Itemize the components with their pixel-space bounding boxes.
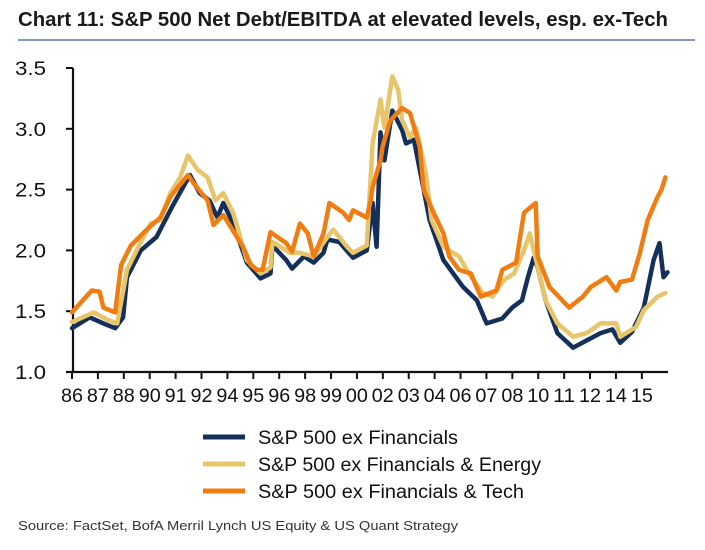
x-tick-label: 08 xyxy=(501,386,523,407)
y-tick-label: 3.5 xyxy=(15,59,46,80)
x-tick-label: 95 xyxy=(242,386,264,407)
chart-title: Chart 11: S&P 500 Net Debt/EBITDA at ele… xyxy=(18,9,668,31)
y-tick-label: 2.0 xyxy=(15,241,46,262)
x-tick-label: 91 xyxy=(165,386,187,407)
x-tick-label: 90 xyxy=(139,386,161,407)
source-note: Source: FactSet, BofA Merril Lynch US Eq… xyxy=(18,518,459,533)
x-tick-label: 96 xyxy=(268,386,290,407)
legend-label: S&P 500 ex Financials xyxy=(258,428,458,449)
x-tick-label: 14 xyxy=(605,386,627,407)
x-tick-label: 86 xyxy=(61,386,83,407)
x-tick-label: 12 xyxy=(579,386,601,407)
series-lines xyxy=(69,74,670,350)
x-tick-label: 99 xyxy=(320,386,342,407)
x-tick-label: 88 xyxy=(113,386,135,407)
x-tick-label: 94 xyxy=(216,386,238,407)
series-line-2 xyxy=(69,105,668,315)
y-tick-label: 1.0 xyxy=(15,363,46,384)
series-line-1 xyxy=(69,74,668,339)
y-tick-label: 2.5 xyxy=(15,181,46,202)
x-tick-label: 92 xyxy=(191,386,213,407)
x-tick-label: 11 xyxy=(553,386,575,407)
x-tick-label: 06 xyxy=(450,386,472,407)
x-tick-label: 10 xyxy=(527,386,549,407)
x-tick-label: 07 xyxy=(475,386,497,407)
x-tick-label: 15 xyxy=(631,386,653,407)
x-tick-label: 00 xyxy=(346,386,368,407)
legend: S&P 500 ex Financials S&P 500 ex Financia… xyxy=(203,428,542,503)
x-tick-label: 87 xyxy=(87,386,109,407)
x-tick-label: 03 xyxy=(398,386,420,407)
legend-label: S&P 500 ex Financials & Energy xyxy=(258,455,542,476)
y-tick-label: 3.0 xyxy=(15,120,46,141)
legend-label: S&P 500 ex Financials & Tech xyxy=(258,482,524,503)
x-tick-label: 98 xyxy=(294,386,316,407)
x-tick-label: 04 xyxy=(424,386,446,407)
axes: 1.0 1.5 2.0 2.5 3.0 3.5 86 87 88 90 91 92 94 95 96 98 99… xyxy=(15,59,668,407)
y-tick-label: 1.5 xyxy=(15,302,46,323)
x-tick-label: 02 xyxy=(372,386,394,407)
